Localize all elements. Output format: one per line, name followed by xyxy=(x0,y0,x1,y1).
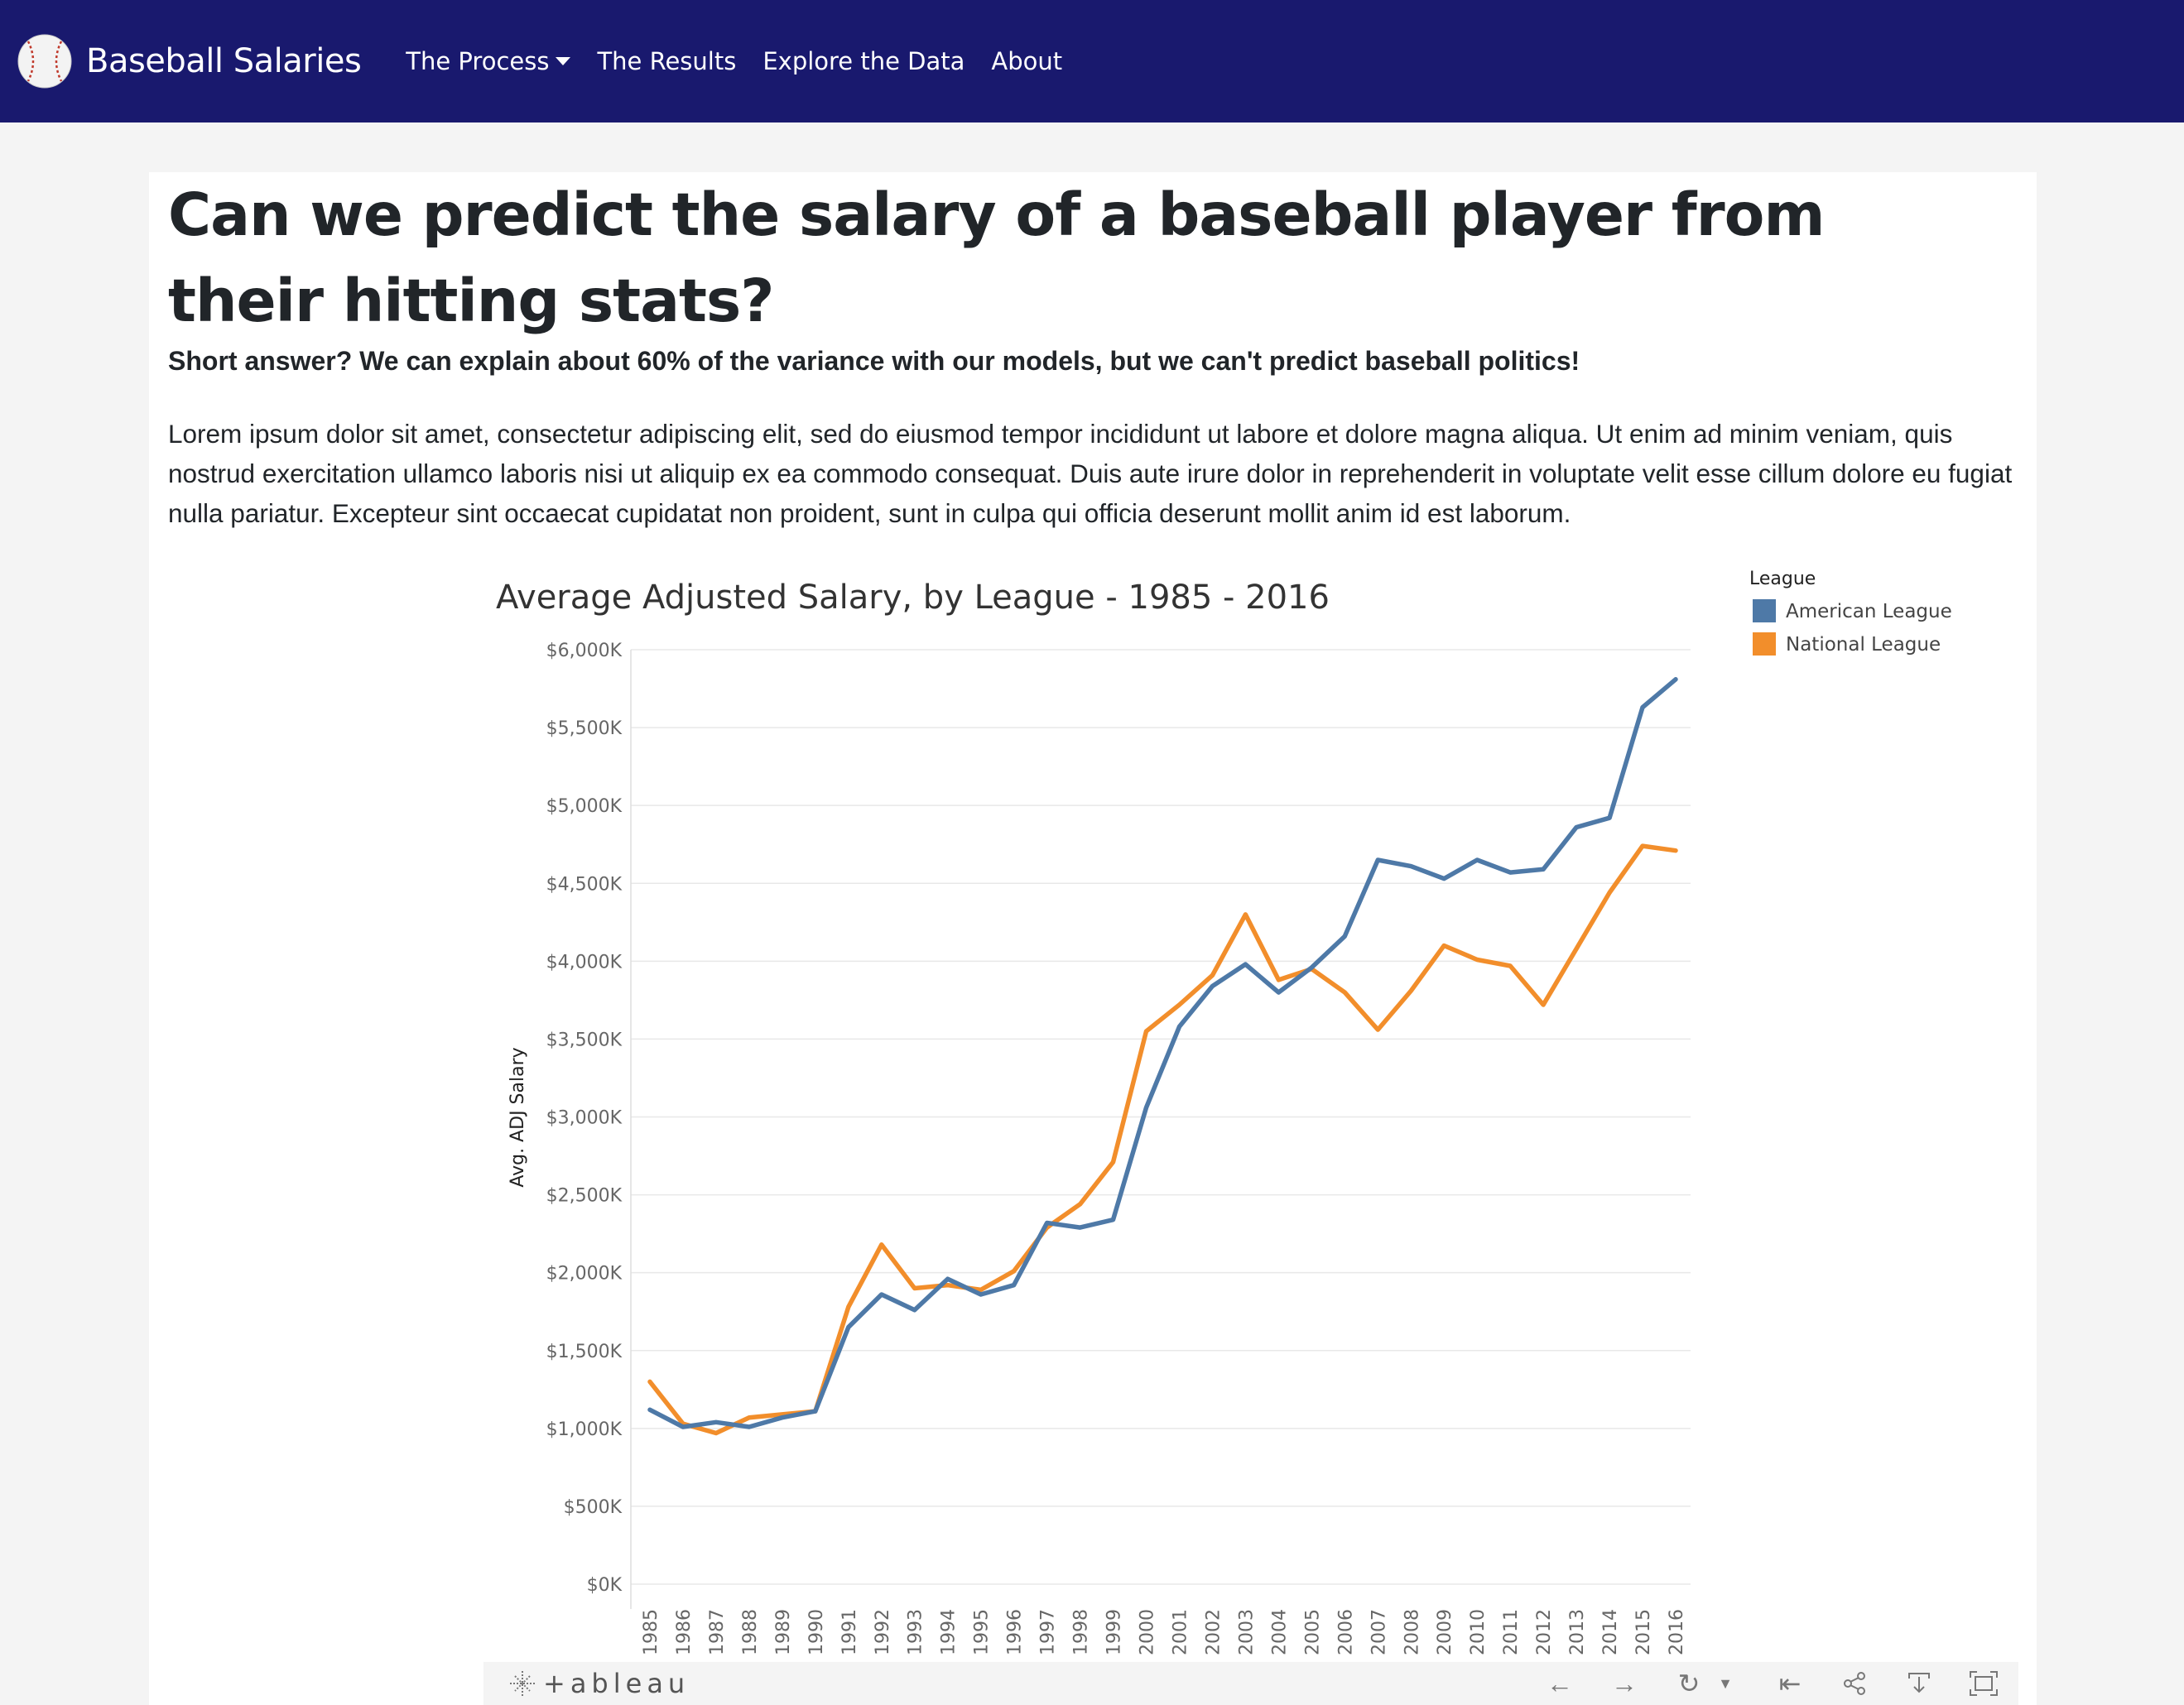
toolbar-actions: ← → ↻ ▼ ⇤ xyxy=(1513,1662,2002,1705)
revert-dropdown-icon[interactable]: ▼ xyxy=(1718,1674,1733,1692)
nav-link-explore-the-data[interactable]: Explore the Data xyxy=(762,47,965,75)
redo-icon[interactable]: → xyxy=(1611,1668,1638,1698)
nav-link-about[interactable]: About xyxy=(991,47,1062,75)
nav-links: The Process The Results Explore the Data… xyxy=(406,47,1089,75)
page-subtitle: Short answer? We can explain about 60% o… xyxy=(168,346,1580,376)
undo-icon[interactable]: ← xyxy=(1547,1668,1573,1698)
brand-home-link[interactable]: Baseball Salaries xyxy=(17,33,362,89)
baseball-logo-icon xyxy=(17,34,72,89)
nav-link-label: The Process xyxy=(406,47,550,75)
reset-icon[interactable]: ⇤ xyxy=(1778,1669,1802,1698)
nav-link-label: The Results xyxy=(597,47,737,75)
tableau-cross-icon xyxy=(510,1671,535,1696)
share-icon[interactable] xyxy=(1836,1665,1873,1702)
tableau-wordmark: +ableau xyxy=(543,1668,690,1699)
revert-icon[interactable]: ↻ xyxy=(1677,1669,1701,1698)
tableau-logo[interactable]: +ableau xyxy=(508,1668,690,1699)
download-icon[interactable] xyxy=(1901,1665,1937,1702)
page-title: Can we predict the salary of a baseball … xyxy=(168,180,1825,335)
intro-paragraph: Lorem ipsum dolor sit amet, consectetur … xyxy=(168,419,2013,528)
brand-title: Baseball Salaries xyxy=(86,42,362,80)
chevron-down-icon xyxy=(556,57,571,65)
navbar: Baseball Salaries The Process The Result… xyxy=(0,0,2184,122)
nav-link-the-process[interactable]: The Process xyxy=(406,47,571,75)
content-card: Can we predict the salary of a baseball … xyxy=(149,172,2037,1705)
nav-link-label: About xyxy=(991,47,1063,75)
tableau-toolbar: +ableau ← → ↻ ▼ ⇤ xyxy=(483,1662,2018,1705)
fullscreen-icon[interactable] xyxy=(1965,1665,2002,1702)
nav-link-the-results[interactable]: The Results xyxy=(597,47,736,75)
nav-link-label: Explore the Data xyxy=(762,47,965,75)
